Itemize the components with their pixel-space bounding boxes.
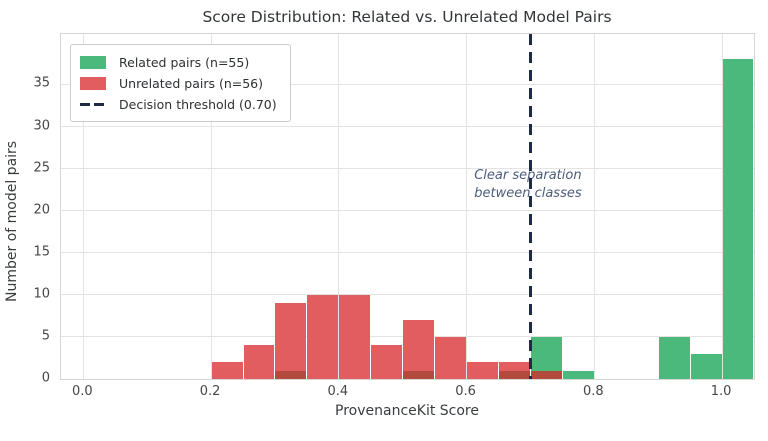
y-tick-label: 15 bbox=[33, 244, 50, 260]
x-tick-label: 0.6 bbox=[455, 384, 476, 399]
bar-unrelated bbox=[403, 320, 435, 379]
y-tick-label: 20 bbox=[33, 202, 50, 218]
y-gridline bbox=[61, 83, 754, 85]
legend-item-related: Related pairs (n=55) bbox=[80, 52, 277, 72]
bar-related bbox=[722, 59, 754, 379]
bar-related bbox=[658, 336, 690, 379]
y-gridline bbox=[61, 294, 754, 296]
chart-title: Score Distribution: Related vs. Unrelate… bbox=[202, 8, 612, 26]
legend-item-threshold: Decision threshold (0.70) bbox=[80, 94, 277, 114]
plot-clip-region bbox=[61, 34, 754, 379]
bar-unrelated bbox=[467, 362, 498, 379]
bar-unrelated bbox=[371, 345, 403, 379]
annotation-line-1: Clear separation bbox=[474, 167, 582, 183]
x-axis-label: ProvenanceKit Score bbox=[335, 403, 479, 419]
bar-related bbox=[562, 370, 594, 379]
bar-related bbox=[690, 353, 722, 379]
y-tick-label: 5 bbox=[41, 328, 50, 344]
threshold-line bbox=[528, 34, 532, 379]
y-gridline bbox=[61, 126, 754, 128]
x-tick-label: 0.8 bbox=[582, 384, 604, 399]
legend-swatch-unrelated bbox=[80, 76, 106, 90]
y-gridline bbox=[61, 252, 754, 254]
bar-unrelated bbox=[339, 294, 371, 379]
x-tick-label: 0.4 bbox=[327, 384, 349, 399]
y-tick-label: 10 bbox=[33, 286, 50, 302]
x-gridline bbox=[82, 34, 84, 379]
bar-overlap bbox=[530, 370, 562, 379]
bar-overlap bbox=[275, 370, 307, 379]
y-tick-label: 30 bbox=[33, 118, 50, 134]
y-gridline bbox=[61, 168, 754, 170]
x-gridline bbox=[593, 34, 595, 379]
x-gridline bbox=[721, 34, 723, 379]
legend-label-unrelated: Unrelated pairs (n=56) bbox=[119, 75, 264, 91]
legend-item-unrelated: Unrelated pairs (n=56) bbox=[80, 73, 277, 93]
legend-label-threshold: Decision threshold (0.70) bbox=[119, 96, 277, 112]
y-tick-label: 25 bbox=[33, 160, 50, 176]
x-tick-label: 1.0 bbox=[710, 384, 732, 399]
y-tick-label: 0 bbox=[41, 370, 50, 386]
bar-overlap bbox=[403, 370, 435, 379]
legend: Related pairs (n=55) Unrelated pairs (n=… bbox=[70, 44, 291, 122]
bar-overlap bbox=[499, 370, 530, 379]
legend-label-related: Related pairs (n=55) bbox=[119, 54, 250, 70]
y-tick-label: 35 bbox=[33, 75, 50, 91]
bar-unrelated bbox=[307, 294, 339, 379]
bar-unrelated bbox=[243, 345, 275, 379]
x-gridline bbox=[466, 34, 468, 379]
plot-area: Clear separation between classes Related… bbox=[60, 33, 755, 380]
y-gridline bbox=[61, 210, 754, 212]
x-tick-label: 0.0 bbox=[72, 384, 93, 399]
annotation: Clear separation between classes bbox=[474, 167, 581, 204]
bar-unrelated bbox=[275, 303, 307, 379]
annotation-line-2: between classes bbox=[474, 186, 582, 202]
x-tick-label: 0.2 bbox=[199, 384, 221, 399]
x-gridline bbox=[338, 34, 340, 379]
legend-swatch-threshold-dash bbox=[80, 98, 106, 111]
legend-swatch-related bbox=[80, 55, 106, 69]
bar-unrelated bbox=[211, 362, 243, 379]
bar-unrelated bbox=[435, 336, 467, 379]
x-gridline bbox=[210, 34, 212, 379]
